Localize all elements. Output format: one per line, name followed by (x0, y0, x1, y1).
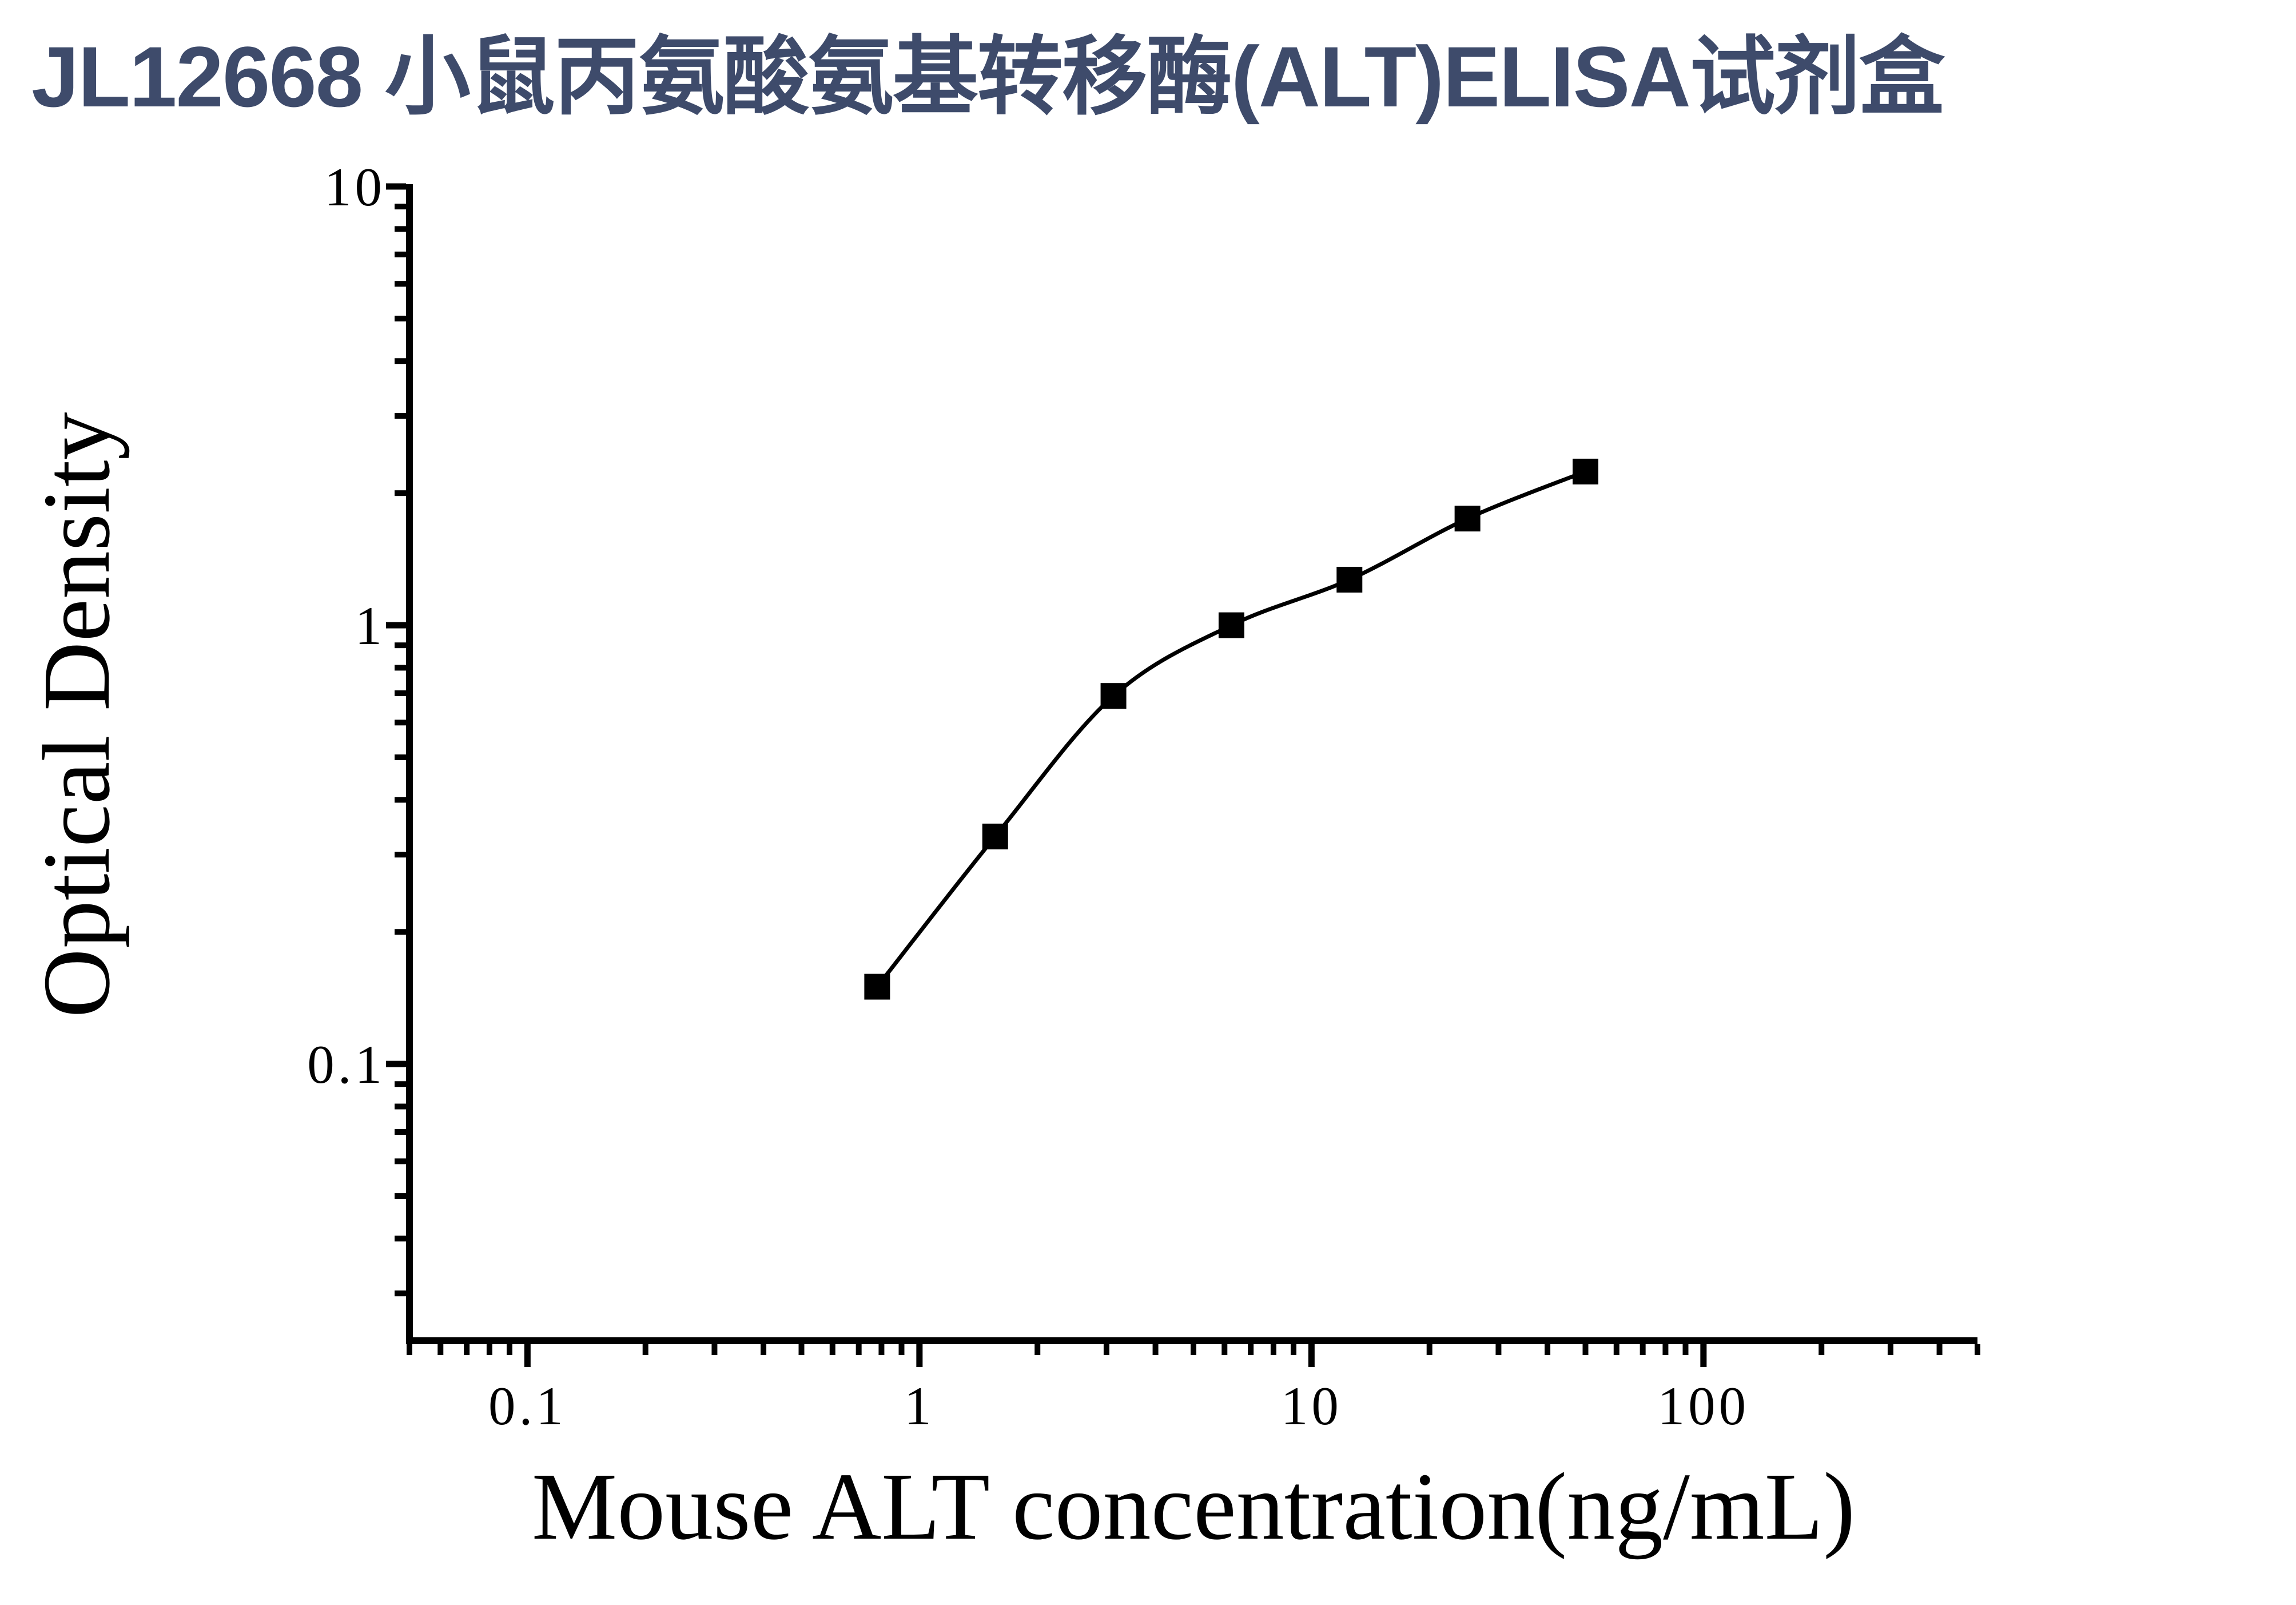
x-major-tick (1308, 1344, 1315, 1367)
x-minor-tick (1887, 1344, 1893, 1355)
x-minor-tick (1426, 1344, 1432, 1355)
x-major-tick (916, 1344, 923, 1367)
y-major-tick (386, 1060, 406, 1067)
y-minor-tick (395, 204, 406, 210)
x-tick-label: 100 (1658, 1376, 1750, 1436)
x-major-tick (524, 1344, 531, 1367)
y-minor-tick (395, 1235, 406, 1242)
x-minor-tick (711, 1344, 718, 1355)
y-minor-tick (395, 665, 406, 671)
y-minor-tick (395, 490, 406, 496)
y-minor-tick (395, 315, 406, 321)
y-minor-tick (395, 642, 406, 649)
x-minor-tick (798, 1344, 805, 1355)
y-minor-tick (395, 1193, 406, 1199)
x-minor-tick (1290, 1344, 1296, 1355)
y-minor-tick (395, 690, 406, 696)
y-minor-tick (395, 797, 406, 803)
x-minor-tick (407, 1344, 412, 1355)
y-minor-tick (395, 754, 406, 760)
standard-curve-line (875, 469, 1587, 989)
y-tick-label: 10 (324, 157, 385, 217)
x-minor-tick (898, 1344, 905, 1355)
x-minor-tick (761, 1344, 767, 1355)
x-axis-title: Mouse ALT concentration(ng/mL) (532, 1453, 1855, 1560)
x-minor-tick (1582, 1344, 1589, 1355)
x-minor-tick (1640, 1344, 1646, 1355)
y-minor-tick (395, 1158, 406, 1165)
x-minor-tick (1221, 1344, 1228, 1355)
x-minor-tick (1034, 1344, 1041, 1355)
y-major-tick (386, 622, 406, 629)
y-axis-line (406, 184, 413, 1344)
y-axis-title: Optical Density (23, 412, 130, 1018)
data-point-marker (1454, 506, 1481, 532)
y-minor-tick (395, 1081, 406, 1087)
x-minor-tick (486, 1344, 492, 1355)
data-point-marker (982, 823, 1008, 849)
x-minor-tick (642, 1344, 648, 1355)
x-minor-tick (1270, 1344, 1276, 1355)
data-point-marker (1573, 458, 1598, 484)
y-minor-tick (395, 281, 406, 287)
x-minor-tick (1662, 1344, 1669, 1355)
x-minor-tick (1103, 1344, 1109, 1355)
x-minor-tick (1682, 1344, 1689, 1355)
x-minor-tick (464, 1344, 470, 1355)
x-minor-tick (855, 1344, 862, 1355)
y-major-tick (386, 183, 406, 190)
x-minor-tick (1495, 1344, 1502, 1355)
x-tick-label: 1 (904, 1376, 935, 1436)
y-tick-label: 0.1 (307, 1034, 385, 1095)
x-axis-line (406, 1337, 1977, 1344)
x-minor-tick (878, 1344, 885, 1355)
x-minor-tick (506, 1344, 512, 1355)
x-minor-tick (829, 1344, 835, 1355)
y-minor-tick (395, 1103, 406, 1110)
x-minor-tick (1936, 1344, 1943, 1355)
axes-layer: 0.1 1 10 100 0.1 1 10 (307, 157, 1980, 1436)
y-tick-label: 1 (355, 595, 386, 656)
x-minor-tick (1191, 1344, 1196, 1355)
x-minor-tick (1819, 1344, 1825, 1355)
y-minor-tick (395, 929, 406, 935)
y-minor-tick (395, 852, 406, 858)
y-minor-tick (395, 226, 406, 232)
data-point-marker (1100, 683, 1127, 709)
x-minor-tick (1545, 1344, 1551, 1355)
x-tick-label: 10 (1281, 1376, 1342, 1436)
y-minor-tick (395, 1290, 406, 1297)
y-minor-tick (395, 413, 406, 419)
data-point-marker (864, 974, 890, 1000)
data-series-layer (864, 458, 1598, 1000)
x-minor-tick (437, 1344, 444, 1355)
y-minor-tick (395, 1129, 406, 1135)
x-tick-label: 0.1 (488, 1376, 567, 1436)
page-title: JL12668 小鼠丙氨酸氨基转移酶(ALT)ELISA试剂盒 (31, 29, 1945, 125)
data-point-marker (1336, 566, 1363, 593)
x-major-tick (1700, 1344, 1707, 1367)
x-minor-tick (1248, 1344, 1254, 1355)
x-minor-tick (1152, 1344, 1159, 1355)
y-minor-tick (395, 358, 406, 364)
x-minor-tick (1613, 1344, 1619, 1355)
y-minor-tick (395, 251, 406, 257)
data-point-marker (1218, 612, 1244, 638)
y-minor-tick (395, 720, 406, 726)
x-minor-tick (1975, 1344, 1980, 1355)
